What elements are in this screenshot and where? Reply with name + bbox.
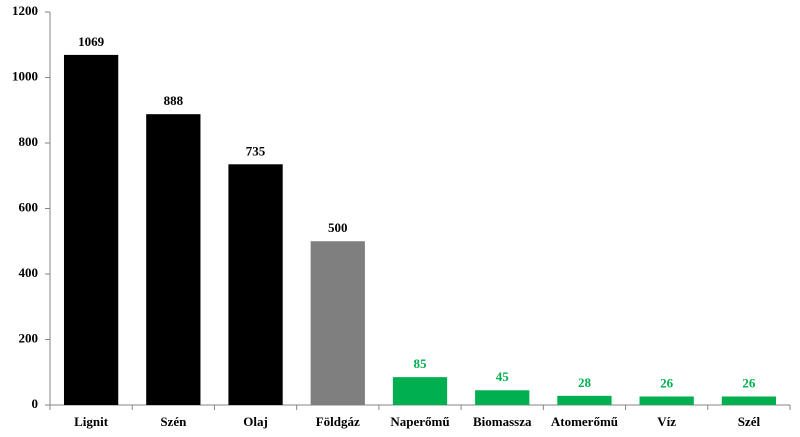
value-label: 28 [578,375,592,390]
x-tick-label: Naperőmű [390,414,449,429]
y-tick-label: 1200 [12,3,38,18]
value-label: 500 [328,220,348,235]
x-tick-label: Földgáz [316,414,360,429]
x-tick-label: Atomerőmű [551,414,618,429]
value-label: 1069 [78,34,105,49]
y-tick-label: 400 [19,265,39,280]
y-tick-label: 0 [32,396,39,411]
y-tick-label: 200 [19,330,39,345]
x-tick-label: Víz [657,414,676,429]
bar [228,164,283,405]
x-tick-label: Szén [160,414,187,429]
value-label: 85 [414,356,428,371]
bar [63,54,119,406]
bar [146,114,201,406]
bar [310,241,365,405]
value-label: 26 [660,375,674,390]
bar [721,396,777,405]
y-tick-label: 600 [19,199,39,214]
x-tick-label: Lignit [74,414,109,429]
x-tick-label: Szél [738,414,761,429]
x-tick-label: Biomassza [473,414,532,429]
value-label: 45 [496,369,510,384]
bar [639,396,694,405]
value-label: 26 [742,375,756,390]
x-tick-label: Olaj [243,414,268,429]
bar [392,377,448,405]
bar [557,395,612,405]
y-tick-label: 800 [19,134,39,149]
y-tick-label: 1000 [12,68,38,83]
value-label: 888 [164,93,184,108]
bar [475,390,530,405]
value-label: 735 [246,143,266,158]
